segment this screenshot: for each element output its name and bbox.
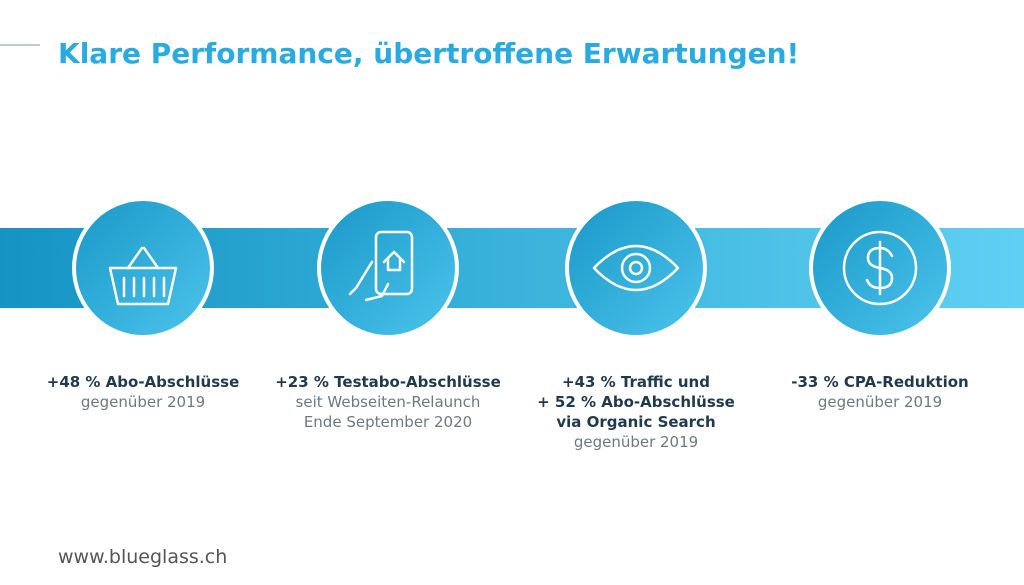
- footer-url: www.blueglass.ch: [58, 546, 227, 568]
- stat-note: gegenüber 2019: [818, 393, 942, 411]
- icon-dollar: [842, 230, 918, 306]
- icon-phone: [348, 230, 414, 302]
- title: Klare Performance, übertroffene Erwartun…: [58, 37, 799, 70]
- circle: [569, 201, 703, 335]
- stat-note: seit Webseiten-Relaunch: [296, 393, 481, 411]
- stat-bold: +23 % Testabo-Abschlüsse: [275, 373, 501, 391]
- icon-eye: [592, 244, 680, 292]
- stat-bold: -33 % CPA-Reduktion: [791, 373, 968, 391]
- icon-basket: [108, 246, 178, 306]
- circles: [72, 197, 951, 339]
- stat-bold: + 52 % Abo-Abschlüsse: [537, 393, 735, 411]
- stat-bold: +43 % Traffic und: [562, 373, 710, 391]
- stat-bold: +48 % Abo-Abschlüsse: [47, 373, 240, 391]
- stat-note: gegenüber 2019: [81, 393, 205, 411]
- stat-note: Ende September 2020: [304, 413, 472, 431]
- stat-bold: via Organic Search: [556, 413, 715, 431]
- items: +48 % Abo-Abschlüsse gegenüber 2019 +23 % …: [47, 373, 969, 451]
- stat-note: gegenüber 2019: [574, 433, 698, 451]
